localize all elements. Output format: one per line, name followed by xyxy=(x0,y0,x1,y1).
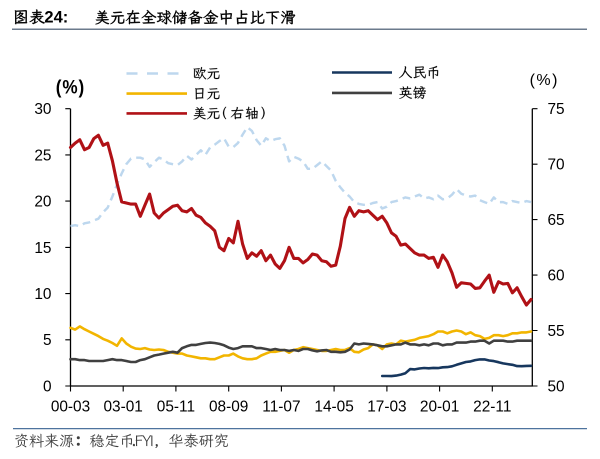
svg-text:11-07: 11-07 xyxy=(262,399,300,416)
svg-text:0: 0 xyxy=(43,378,52,395)
svg-text:25: 25 xyxy=(34,147,51,164)
svg-text:14-05: 14-05 xyxy=(314,399,353,416)
svg-text:22-11: 22-11 xyxy=(473,399,511,416)
svg-text:5: 5 xyxy=(43,332,52,349)
svg-text:30: 30 xyxy=(34,101,51,118)
svg-text:55: 55 xyxy=(548,323,565,340)
svg-text:08-09: 08-09 xyxy=(209,399,248,416)
svg-text:17-03: 17-03 xyxy=(367,399,406,416)
svg-text:24:: 24: xyxy=(44,9,68,27)
svg-text:75: 75 xyxy=(548,101,565,118)
svg-text:70: 70 xyxy=(548,157,565,174)
svg-text:15: 15 xyxy=(34,240,51,257)
svg-text:65: 65 xyxy=(548,212,565,229)
svg-text:(%): (%) xyxy=(56,76,85,98)
svg-text:03-01: 03-01 xyxy=(104,399,143,416)
svg-text:20: 20 xyxy=(34,194,51,211)
svg-text:50: 50 xyxy=(548,378,565,395)
svg-text:60: 60 xyxy=(548,268,565,285)
svg-text:10: 10 xyxy=(34,286,51,303)
svg-text:05-11: 05-11 xyxy=(157,399,195,416)
svg-text:(%): (%) xyxy=(530,72,559,89)
svg-text:20-01: 20-01 xyxy=(420,399,459,416)
svg-text:00-03: 00-03 xyxy=(51,399,90,416)
